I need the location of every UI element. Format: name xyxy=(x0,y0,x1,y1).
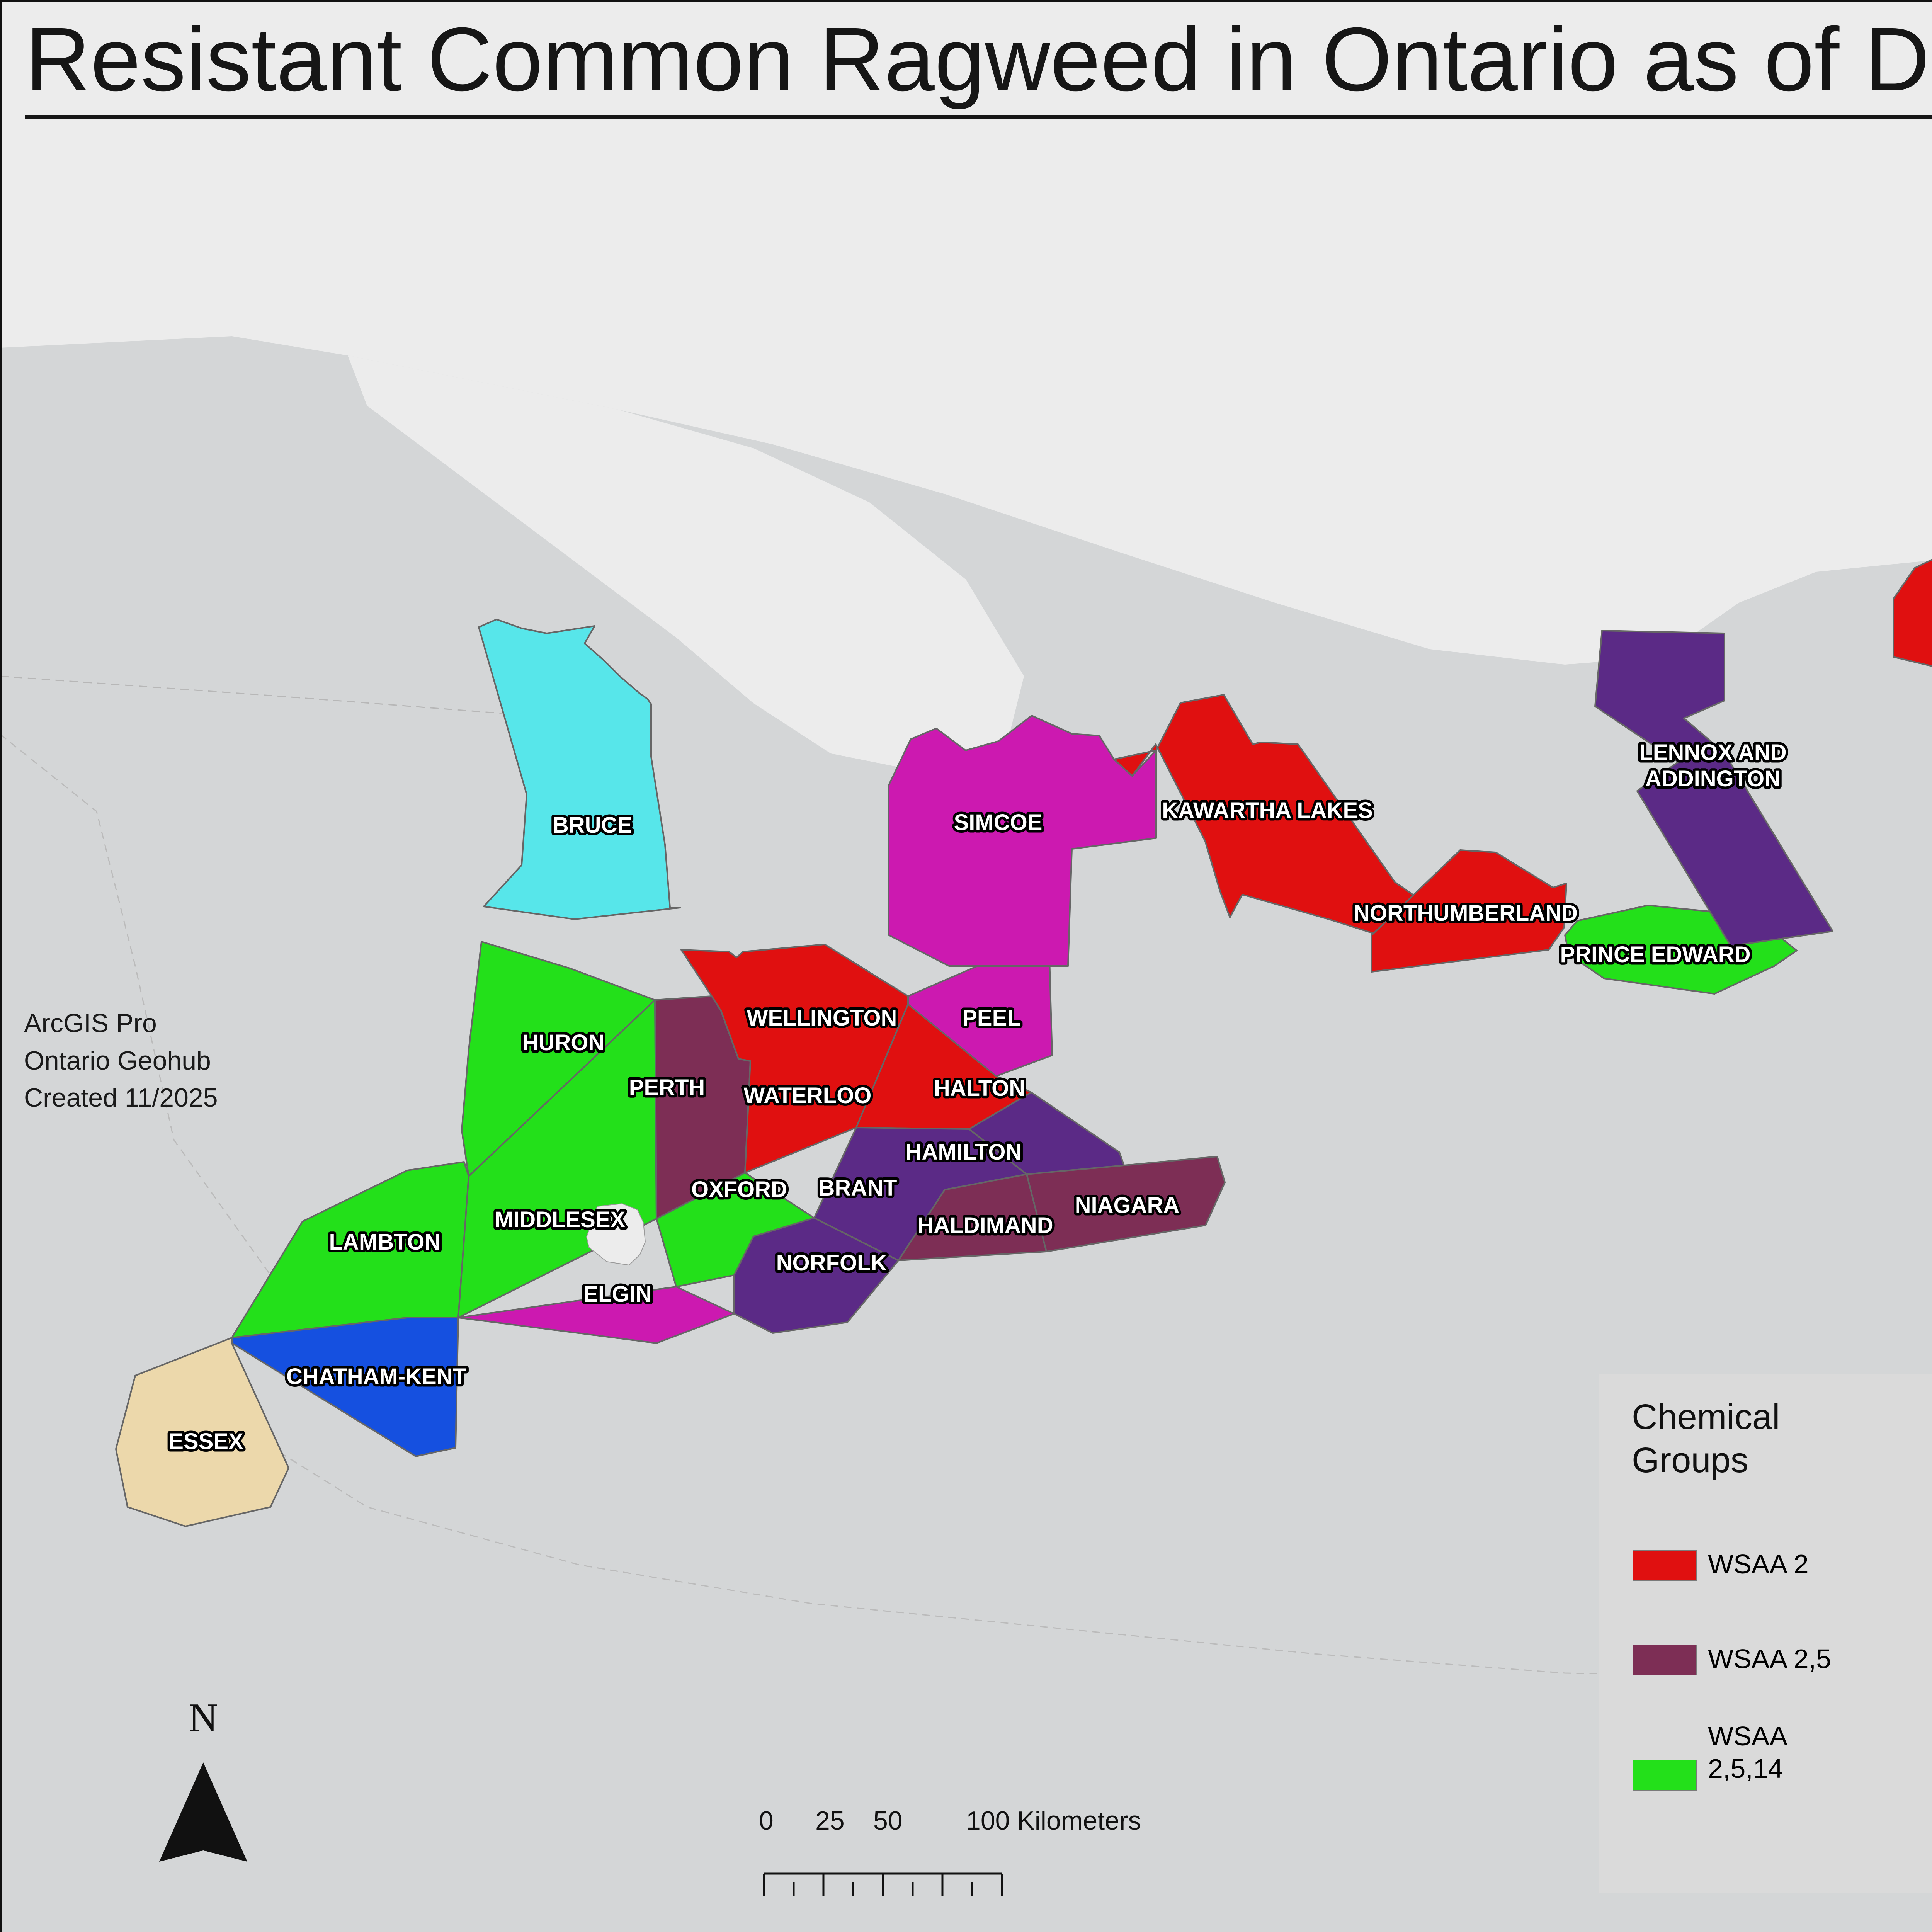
svg-text:MIDDLESEX: MIDDLESEX xyxy=(495,1207,626,1232)
svg-text:KAWARTHA LAKES: KAWARTHA LAKES xyxy=(1162,798,1373,823)
svg-text:LENNOX AND: LENNOX AND xyxy=(1639,740,1786,765)
svg-text:PRINCE EDWARD: PRINCE EDWARD xyxy=(1560,942,1750,967)
svg-text:OXFORD: OXFORD xyxy=(691,1177,787,1202)
svg-text:PEEL: PEEL xyxy=(962,1005,1021,1031)
svg-text:NIAGARA: NIAGARA xyxy=(1075,1193,1180,1218)
svg-text:BRANT: BRANT xyxy=(819,1175,897,1201)
svg-text:25: 25 xyxy=(815,1806,845,1835)
svg-text:SIMCOE: SIMCOE xyxy=(954,810,1043,835)
svg-text:50: 50 xyxy=(873,1806,903,1835)
svg-text:0: 0 xyxy=(759,1806,774,1835)
svg-text:NORFOLK: NORFOLK xyxy=(776,1250,887,1276)
svg-text:HURON: HURON xyxy=(522,1030,605,1055)
svg-text:HALDIMAND: HALDIMAND xyxy=(917,1213,1053,1238)
svg-text:ELGIN: ELGIN xyxy=(583,1282,651,1307)
svg-text:WATERLOO: WATERLOO xyxy=(744,1083,872,1108)
svg-text:HAMILTON: HAMILTON xyxy=(906,1139,1022,1165)
svg-text:ADDINGTON: ADDINGTON xyxy=(1645,766,1781,791)
svg-text:100 Kilometers: 100 Kilometers xyxy=(966,1806,1141,1835)
svg-text:ESSEX: ESSEX xyxy=(168,1429,243,1454)
svg-text:LAMBTON: LAMBTON xyxy=(329,1230,441,1255)
svg-text:HALTON: HALTON xyxy=(934,1076,1025,1101)
svg-text:N: N xyxy=(189,1695,218,1740)
svg-text:BRUCE: BRUCE xyxy=(553,813,632,838)
svg-text:NORTHUMBERLAND: NORTHUMBERLAND xyxy=(1354,901,1578,926)
svg-text:WELLINGTON: WELLINGTON xyxy=(747,1005,897,1031)
svg-text:CHATHAM-KENT: CHATHAM-KENT xyxy=(286,1364,466,1389)
svg-text:PERTH: PERTH xyxy=(629,1075,705,1100)
